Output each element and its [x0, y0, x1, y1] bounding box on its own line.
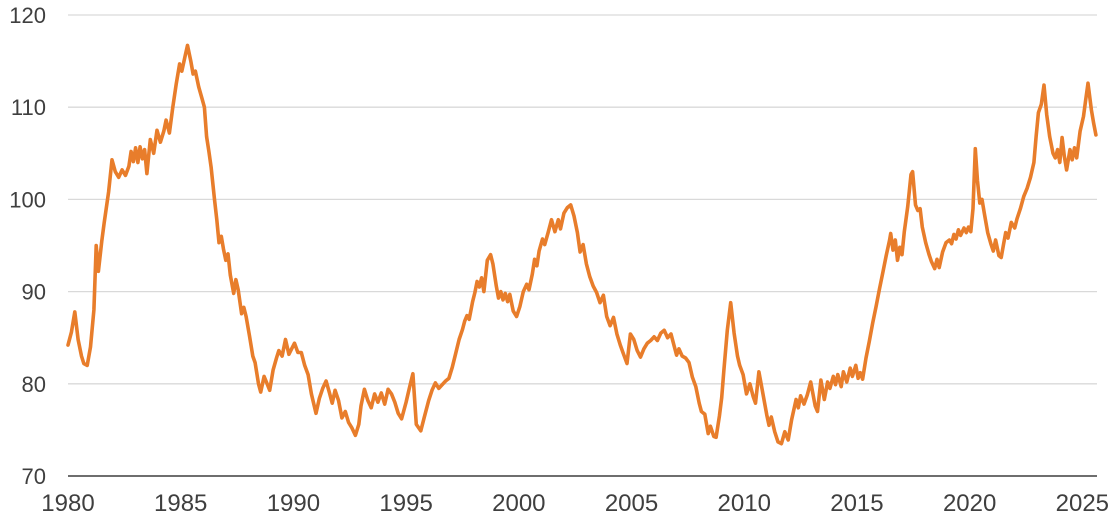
x-tick-label: 2000	[492, 490, 545, 517]
y-tick-label: 90	[22, 280, 46, 305]
x-tick-label: 1985	[154, 490, 207, 517]
data-series-line	[66, 43, 1098, 446]
y-tick-label: 110	[11, 95, 46, 120]
x-tick-label: 1980	[41, 490, 94, 517]
y-tick-label: 100	[9, 187, 46, 212]
gridlines-group	[68, 14, 1097, 385]
x-tick-label: 2025	[1056, 490, 1109, 517]
x-tick-label: 2010	[718, 490, 771, 517]
x-tick-label: 1990	[267, 490, 320, 517]
x-tick-label: 1995	[379, 490, 432, 517]
x-tick-label: 2015	[830, 490, 883, 517]
y-tick-label: 120	[9, 3, 46, 28]
x-tick-label: 2020	[943, 490, 996, 517]
x-tick-label: 2005	[605, 490, 658, 517]
tick-labels-group: 70 80 90 100 110 120 1980 1985 1990 1995 2000 2005 2…	[9, 3, 1109, 517]
y-tick-label: 80	[22, 372, 46, 397]
series-group	[66, 43, 1098, 446]
y-tick-label: 70	[22, 464, 46, 489]
